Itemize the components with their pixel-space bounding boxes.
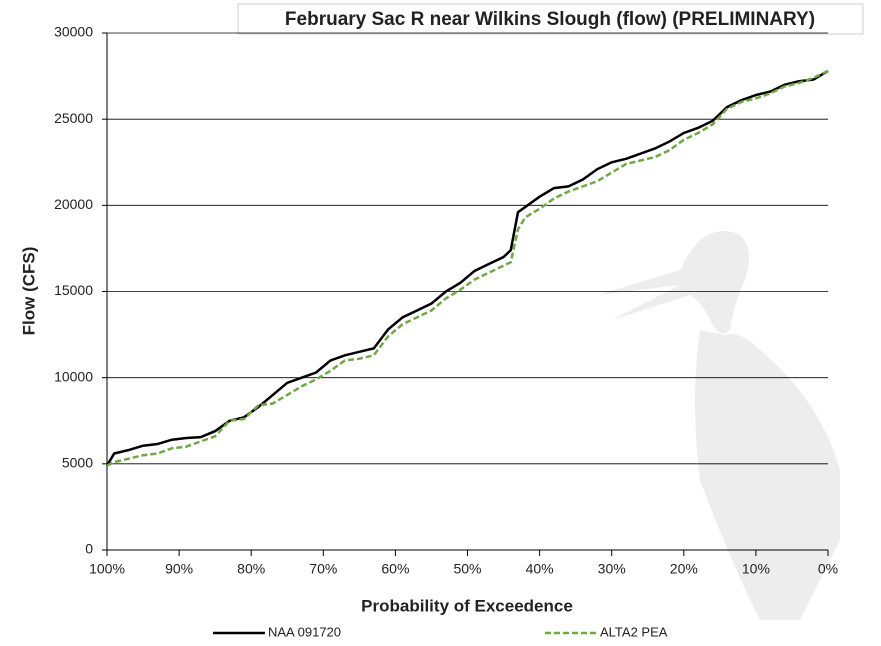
y-tick-label: 0 — [85, 541, 93, 557]
x-tick-label: 0% — [818, 561, 838, 577]
legend-label: NAA 091720 — [268, 624, 341, 639]
y-axis-label: Flow (CFS) — [19, 247, 38, 336]
x-tick-label: 90% — [165, 561, 193, 577]
series-line — [106, 69, 829, 467]
chart-title: February Sac R near Wilkins Slough (flow… — [285, 9, 815, 30]
y-tick-label: 25000 — [54, 110, 93, 126]
legend-label: ALTA2 PEA — [600, 624, 668, 639]
y-tick-label: 20000 — [54, 196, 93, 212]
y-tick-label: 15000 — [54, 282, 93, 298]
y-tick-label: 5000 — [62, 455, 93, 471]
x-tick-label: 80% — [237, 561, 265, 577]
x-tick-label: 30% — [598, 561, 626, 577]
x-tick-label: 100% — [89, 561, 125, 577]
x-axis-label: Probability of Exceedence — [361, 596, 573, 615]
y-tick-label: 10000 — [54, 368, 93, 384]
x-tick-label: 40% — [526, 561, 554, 577]
x-tick-label: 50% — [453, 561, 481, 577]
x-tick-label: 60% — [381, 561, 409, 577]
y-tick-label: 30000 — [54, 24, 93, 40]
x-tick-label: 20% — [670, 561, 698, 577]
title-box — [237, 3, 864, 35]
x-tick-label: 10% — [742, 561, 770, 577]
watermark — [598, 231, 840, 620]
x-tick-label: 70% — [309, 561, 337, 577]
